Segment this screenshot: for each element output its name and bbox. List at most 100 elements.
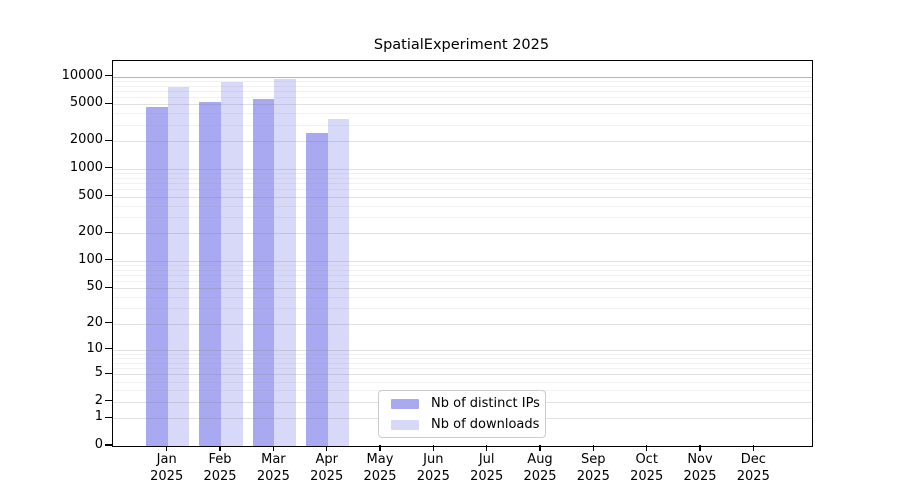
legend-label-distinct-ips: Nb of distinct IPs <box>431 396 540 411</box>
plot-area <box>112 60 813 447</box>
bar-downloads-apr <box>327 118 350 446</box>
grid-line-minor <box>113 269 812 271</box>
grid-line-major <box>113 260 812 262</box>
grid-line-minor <box>113 362 812 364</box>
y-tick-mark <box>105 444 112 446</box>
grid-line-minor <box>113 177 812 179</box>
x-axis-tick-label: Sep 2025 <box>561 451 625 485</box>
month-label: Jan <box>156 452 177 467</box>
y-axis-tick-label: 2 <box>94 392 103 408</box>
y-axis-tick-label: 10 <box>86 340 103 356</box>
x-axis-tick-label: Mar 2025 <box>241 451 305 485</box>
grid-line-minor <box>113 353 812 355</box>
year-label: 2025 <box>630 469 664 484</box>
bar-distinct-ips-apr <box>306 132 328 446</box>
year-label: 2025 <box>416 469 450 484</box>
x-axis-tick-label: Jun 2025 <box>401 451 465 485</box>
y-tick-mark <box>105 231 112 233</box>
y-axis-tick-label: 20 <box>86 314 103 330</box>
legend-swatch-downloads <box>391 419 419 430</box>
x-axis-tick-label: Feb 2025 <box>188 451 252 485</box>
grid-line-minor <box>113 173 812 175</box>
y-tick-mark <box>105 416 112 418</box>
x-tick-mark <box>486 445 488 451</box>
legend-item-downloads: Nb of downloads <box>391 416 545 433</box>
grid-line-minor <box>113 217 812 219</box>
grid-line-minor <box>113 124 812 126</box>
grid-line-minor <box>113 381 812 383</box>
y-axis-tick-label: 200 <box>78 224 103 240</box>
y-axis-tick-label: 50 <box>86 279 103 295</box>
grid-line-minor <box>113 205 812 207</box>
x-tick-mark <box>699 445 701 451</box>
month-label: Oct <box>635 452 658 467</box>
y-axis-tick-label: 1000 <box>69 159 103 175</box>
month-label: Jul <box>478 452 495 467</box>
y-tick-mark <box>105 259 112 261</box>
y-tick-mark <box>105 322 112 324</box>
x-tick-mark <box>219 445 221 451</box>
y-axis-tick-label: 1 <box>94 409 103 425</box>
grid-line-minor <box>113 308 812 310</box>
y-axis-tick-label: 5000 <box>69 95 103 111</box>
bar-downloads-jan <box>167 86 190 446</box>
month-label: Apr <box>315 452 338 467</box>
x-tick-mark <box>592 445 594 451</box>
x-tick-mark <box>432 445 434 451</box>
grid-line-minor <box>113 189 812 191</box>
grid-line-major <box>113 168 812 170</box>
year-label: 2025 <box>523 469 557 484</box>
month-label: Nov <box>687 452 713 467</box>
grid-line-major <box>113 104 812 106</box>
x-tick-mark <box>539 445 541 451</box>
y-tick-mark <box>105 139 112 141</box>
year-label: 2025 <box>203 469 237 484</box>
month-label: Feb <box>208 452 232 467</box>
legend-swatch-distinct-ips <box>391 398 419 409</box>
x-tick-mark <box>646 445 648 451</box>
y-tick-mark <box>105 102 112 104</box>
grid-line-major <box>113 323 812 325</box>
year-label: 2025 <box>256 469 290 484</box>
grid-line-minor <box>113 281 812 283</box>
year-label: 2025 <box>363 469 397 484</box>
x-axis-tick-label: May 2025 <box>348 451 412 485</box>
grid-line-major <box>113 288 812 290</box>
y-tick-mark <box>105 195 112 197</box>
y-axis-tick-label: 500 <box>78 187 103 203</box>
year-label: 2025 <box>576 469 610 484</box>
y-tick-mark <box>105 348 112 350</box>
y-tick-mark <box>105 400 112 402</box>
legend-item-distinct-ips: Nb of distinct IPs <box>391 395 545 412</box>
year-label: 2025 <box>736 469 770 484</box>
grid-line-minor <box>113 97 812 99</box>
grid-line-major <box>113 233 812 235</box>
legend-label-downloads: Nb of downloads <box>431 417 540 432</box>
grid-line-major <box>113 374 812 376</box>
bar-distinct-ips-feb <box>199 102 221 446</box>
bar-downloads-feb <box>221 81 243 446</box>
month-label: Aug <box>527 452 553 467</box>
grid-line-major <box>113 141 812 143</box>
y-tick-mark <box>105 372 112 374</box>
grid-line-minor <box>113 275 812 277</box>
y-axis-tick-label: 5 <box>94 365 103 381</box>
month-label: Mar <box>261 452 286 467</box>
x-axis-tick-label: Jul 2025 <box>455 451 519 485</box>
grid-line-major <box>113 196 812 198</box>
x-axis-tick-label: Apr 2025 <box>295 451 359 485</box>
grid-line-major <box>113 76 812 78</box>
grid-line-minor <box>113 265 812 267</box>
year-label: 2025 <box>150 469 184 484</box>
x-axis-tick-label: Nov 2025 <box>668 451 732 485</box>
month-label: Sep <box>581 452 606 467</box>
grid-line-minor <box>113 80 812 82</box>
month-label: Dec <box>740 452 766 467</box>
grid-line-minor <box>113 85 812 87</box>
month-label: Jun <box>423 452 444 467</box>
x-tick-mark <box>326 445 328 451</box>
y-axis-tick-label: 10000 <box>61 67 103 83</box>
year-label: 2025 <box>683 469 717 484</box>
y-tick-mark <box>105 75 112 77</box>
